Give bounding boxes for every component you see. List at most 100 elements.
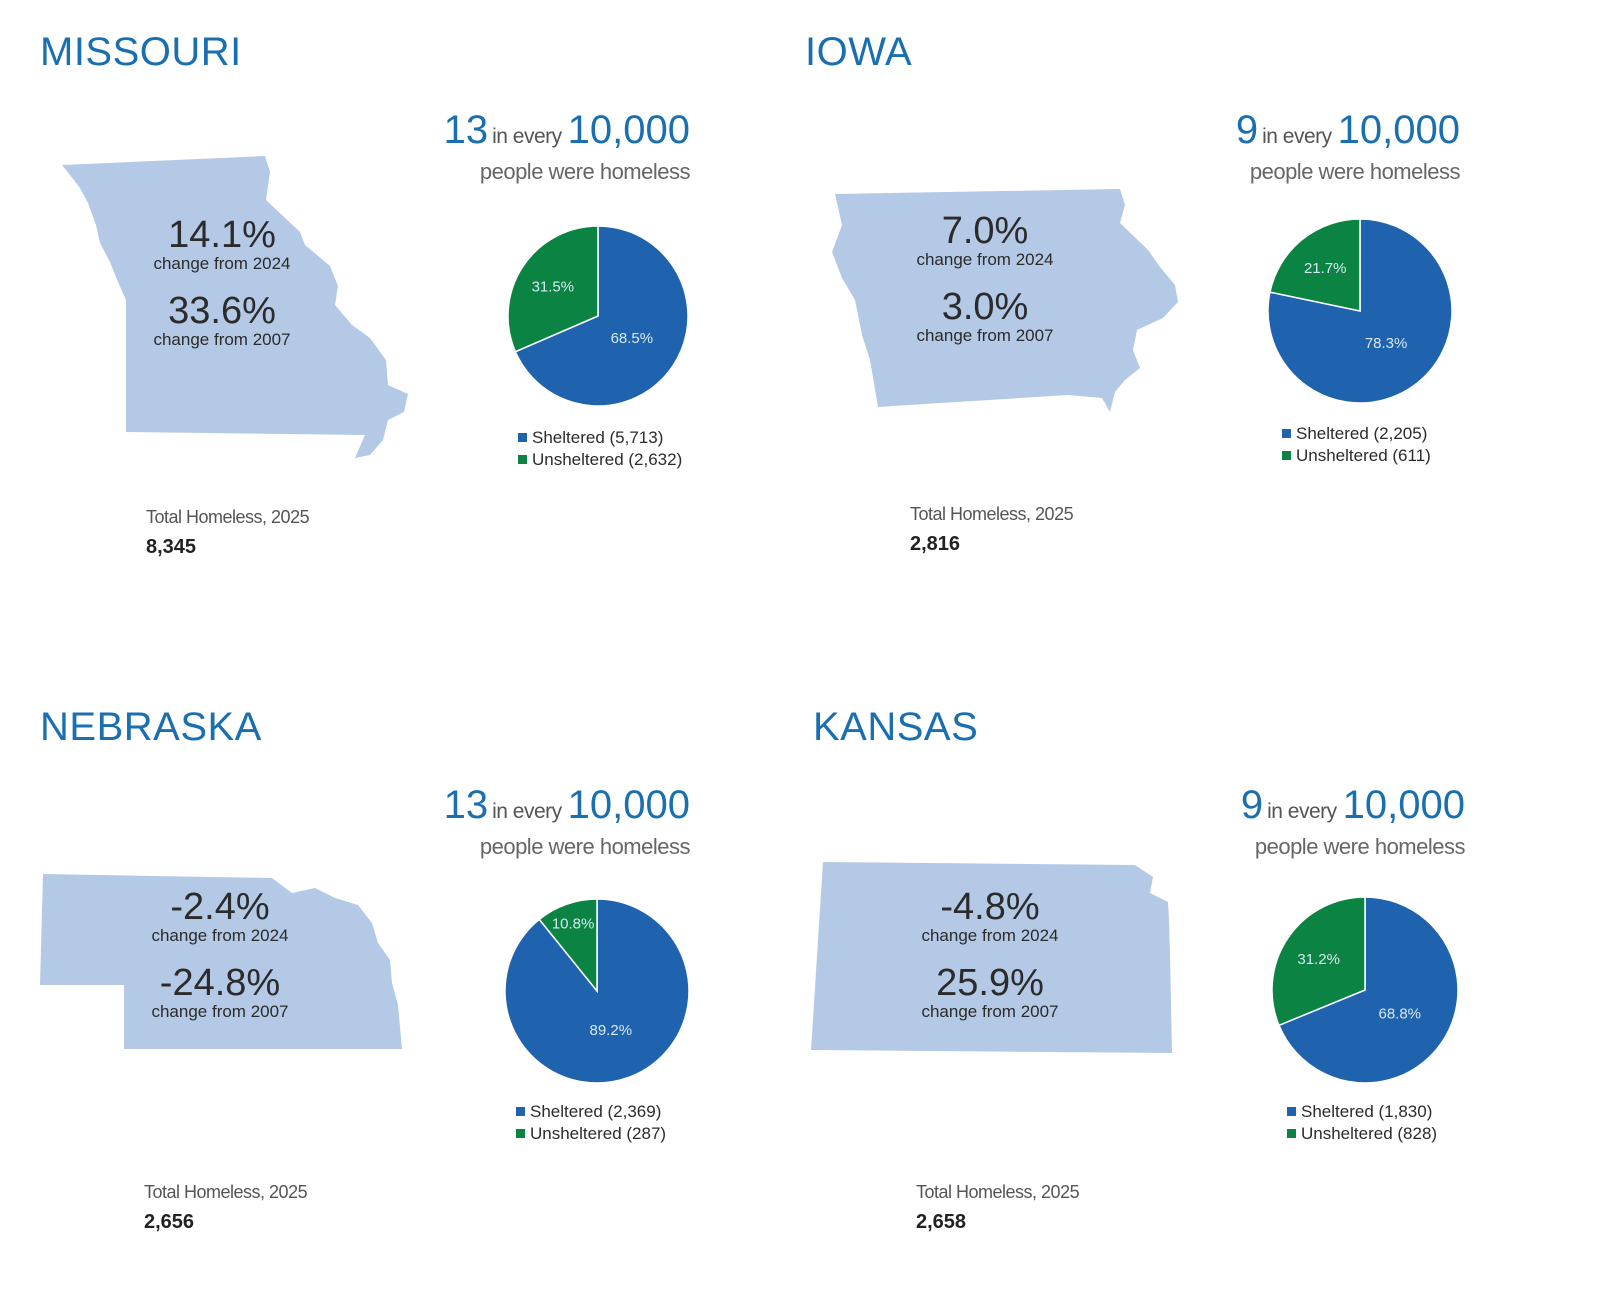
total-homeless-label: Total Homeless, 2025 — [146, 507, 310, 527]
pie-slice-sheltered — [1277, 896, 1459, 1084]
change-2024-label: change from 2024 — [916, 250, 1054, 269]
legend-swatch-unsheltered — [516, 1129, 525, 1138]
state-title: IOWA — [805, 30, 913, 74]
change-2024-value: 14.1% — [168, 214, 276, 256]
pie-slice-unsheltered — [1271, 896, 1366, 1027]
legend-swatch-unsheltered — [1287, 1129, 1296, 1138]
pie-label-sheltered: 78.3% — [1365, 335, 1408, 352]
legend-sheltered-label: Sheltered (2,369) — [530, 1102, 662, 1121]
legend-unsheltered: Unsheltered (828) — [1287, 1123, 1437, 1145]
rate-in-every: in every — [1262, 125, 1332, 148]
total-homeless-value: 2,816 — [910, 533, 961, 555]
total-homeless-value: 2,658 — [916, 1211, 967, 1233]
state-map — [811, 862, 1172, 1053]
homeless-rate: 9 in every 10,000 people were homeless — [1160, 108, 1461, 184]
state-map — [40, 874, 402, 1049]
pie-label-unsheltered: 31.5% — [532, 278, 575, 295]
legend-unsheltered-label: Unsheltered (287) — [530, 1124, 667, 1143]
homeless-rate: 9 in every 10,000 people were homeless — [1165, 783, 1466, 859]
pie-label-sheltered: 68.5% — [611, 330, 654, 347]
change-2007-value: 3.0% — [941, 286, 1029, 328]
state-title: KANSAS — [813, 705, 979, 749]
total-homeless: Total Homeless, 2025 2,816 — [910, 504, 1074, 556]
change-2007-label: change from 2007 — [916, 326, 1054, 345]
legend-sheltered-label: Sheltered (2,205) — [1296, 424, 1428, 443]
legend-unsheltered-label: Unsheltered (828) — [1301, 1124, 1438, 1143]
pie-legend: Sheltered (2,205) Unsheltered (611) — [1282, 423, 1431, 467]
rate-count: 13 — [443, 783, 489, 827]
change-2007-value: 33.6% — [168, 290, 276, 332]
legend-sheltered: Sheltered (2,205) — [1282, 423, 1431, 445]
rate-base: 10,000 — [1342, 783, 1465, 827]
rate-in-every: in every — [492, 125, 562, 148]
state-panel-nebraska: NEBRASKA 13 in every 10,000 people were ho… — [0, 675, 780, 1295]
legend-swatch-sheltered — [1287, 1107, 1296, 1116]
legend-swatch-unsheltered — [518, 455, 527, 464]
legend-sheltered: Sheltered (1,830) — [1287, 1101, 1437, 1123]
pie-label-sheltered: 89.2% — [590, 1022, 633, 1039]
total-homeless: Total Homeless, 2025 8,345 — [146, 507, 310, 559]
legend-unsheltered: Unsheltered (287) — [516, 1123, 666, 1145]
rate-base: 10,000 — [567, 108, 690, 152]
pie-slice-unsheltered — [507, 225, 599, 353]
state-shape — [811, 862, 1172, 1053]
rate-base: 10,000 — [567, 783, 690, 827]
state-shape — [832, 189, 1178, 412]
total-homeless: Total Homeless, 2025 2,656 — [144, 1182, 308, 1234]
legend-swatch-unsheltered — [1282, 451, 1291, 460]
change-2024-value: -4.8% — [940, 886, 1040, 928]
rate-count: 9 — [1240, 783, 1264, 827]
change-stats: 14.1% change from 2024 33.6% change from… — [122, 215, 322, 367]
rate-text: people were homeless — [479, 159, 691, 184]
state-shape — [62, 156, 408, 458]
rate-text: people were homeless — [479, 834, 691, 859]
pie-label-unsheltered: 21.7% — [1304, 260, 1347, 277]
legend-swatch-sheltered — [518, 433, 527, 442]
pie-legend: Sheltered (5,713) Unsheltered (2,632) — [518, 427, 682, 471]
change-2007-value: 25.9% — [936, 962, 1044, 1004]
state-panel-iowa: IOWA 9 in every 10,000 people were homeles… — [770, 0, 1550, 620]
sheltered-pie-chart: 68.5% 31.5% — [507, 225, 689, 407]
change-2007-label: change from 2007 — [153, 330, 291, 349]
state-title: MISSOURI — [40, 30, 242, 74]
state-map — [62, 156, 408, 458]
legend-swatch-sheltered — [516, 1107, 525, 1116]
legend-sheltered-label: Sheltered (1,830) — [1301, 1102, 1433, 1121]
sheltered-pie-chart: 89.2% 10.8% — [504, 898, 690, 1084]
pie-label-unsheltered: 10.8% — [552, 915, 595, 932]
rate-text: people were homeless — [1249, 159, 1461, 184]
state-title: NEBRASKA — [40, 705, 262, 749]
change-stats: 7.0% change from 2024 3.0% change from 2… — [885, 211, 1085, 363]
total-homeless-value: 8,345 — [146, 536, 197, 558]
legend-sheltered: Sheltered (5,713) — [518, 427, 682, 449]
total-homeless: Total Homeless, 2025 2,658 — [916, 1182, 1080, 1234]
total-homeless-value: 2,656 — [144, 1211, 195, 1233]
legend-sheltered-label: Sheltered (5,713) — [532, 428, 664, 447]
legend-swatch-sheltered — [1282, 429, 1291, 438]
state-map — [832, 189, 1178, 412]
legend-sheltered: Sheltered (2,369) — [516, 1101, 666, 1123]
pie-label-sheltered: 68.8% — [1378, 1005, 1421, 1022]
rate-count: 9 — [1235, 108, 1259, 152]
legend-unsheltered-label: Unsheltered (611) — [1296, 446, 1431, 465]
rate-count: 13 — [443, 108, 489, 152]
pie-slice-unsheltered — [538, 898, 598, 994]
state-panel-kansas: KANSAS 9 in every 10,000 people were homel… — [775, 675, 1555, 1295]
homeless-rate: 13 in every 10,000 people were homeless — [390, 108, 691, 184]
sheltered-pie-chart: 68.8% 31.2% — [1271, 896, 1459, 1084]
pie-legend: Sheltered (1,830) Unsheltered (828) — [1287, 1101, 1437, 1145]
change-2024-label: change from 2024 — [153, 254, 291, 273]
legend-unsheltered: Unsheltered (2,632) — [518, 449, 682, 471]
state-panel-missouri: MISSOURI 13 in every 10,000 people were ho… — [0, 0, 780, 620]
state-shape — [40, 874, 402, 1049]
change-stats: -4.8% change from 2024 25.9% change from… — [890, 887, 1090, 1039]
total-homeless-label: Total Homeless, 2025 — [916, 1182, 1080, 1202]
rate-in-every: in every — [492, 800, 562, 823]
pie-label-unsheltered: 31.2% — [1297, 951, 1340, 968]
rate-text: people were homeless — [1254, 834, 1466, 859]
change-2007-value: -24.8% — [159, 962, 281, 1004]
change-2024-value: 7.0% — [941, 210, 1029, 252]
pie-slice-sheltered — [514, 225, 689, 407]
sheltered-pie-chart: 78.3% 21.7% — [1267, 218, 1453, 404]
change-2007-label: change from 2007 — [921, 1002, 1059, 1021]
